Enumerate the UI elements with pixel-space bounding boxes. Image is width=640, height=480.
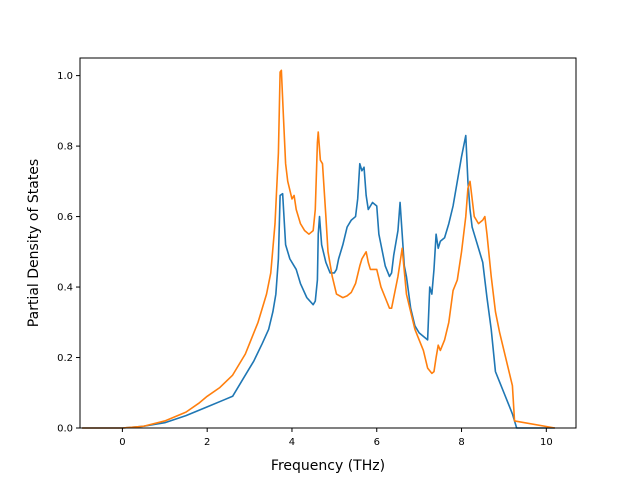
x-tick-label: 10 — [540, 437, 553, 448]
series-line-1 — [82, 134, 555, 429]
x-tick-label: 0 — [119, 437, 125, 448]
series-layer — [82, 69, 555, 429]
x-tick-label: 6 — [374, 437, 380, 448]
x-axis: 0 2 4 6 8 10 — [119, 428, 553, 448]
x-tick-label: 8 — [458, 437, 464, 448]
plot-frame — [79, 57, 577, 429]
x-tick-label: 2 — [204, 437, 210, 448]
series-line-2 — [82, 69, 555, 429]
y-tick-label: 0.8 — [57, 142, 73, 153]
y-tick-label: 0.0 — [57, 424, 73, 435]
y-axis: 0.0 0.2 0.4 0.6 0.8 1.0 — [57, 71, 80, 435]
x-axis-label: Frequency (THz) — [271, 458, 385, 474]
y-tick-label: 0.4 — [57, 283, 73, 294]
y-tick-label: 0.2 — [57, 353, 73, 364]
x-tick-label: 4 — [289, 437, 295, 448]
y-tick-label: 1.0 — [57, 71, 73, 82]
y-axis-label: Partial Density of States — [26, 159, 42, 327]
y-tick-label: 0.6 — [57, 212, 73, 223]
